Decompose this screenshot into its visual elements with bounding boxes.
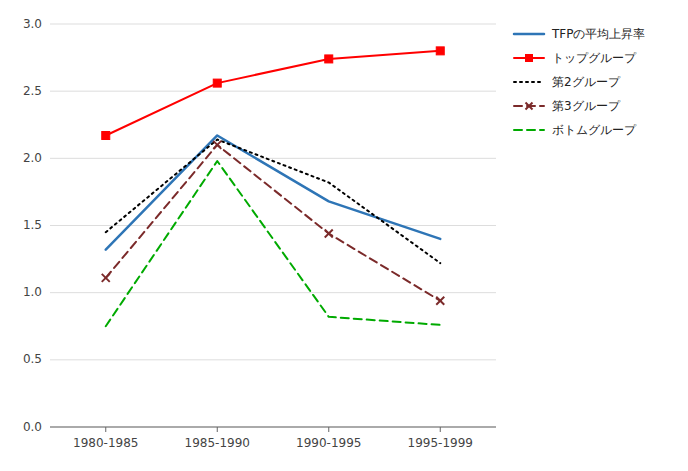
y-tick-label: 0.5 [23, 352, 42, 366]
series [102, 47, 445, 140]
x-tick [105, 427, 106, 432]
x-tick-label: 1990-1995 [296, 436, 361, 450]
point-marker [325, 55, 333, 63]
marker-stroke [436, 297, 444, 305]
grid-line [50, 359, 496, 360]
chart: 0.00.51.01.52.02.53.01980-19851985-19901… [0, 0, 688, 471]
legend-swatch [514, 81, 544, 83]
plot-area [102, 47, 445, 326]
grid-line [50, 427, 496, 428]
y-axis: 0.0 0.5 1.0 1.5 2.0 2.5 3.0 [23, 17, 42, 434]
grid-line [50, 225, 496, 226]
legend-label: 第3グループ [552, 99, 621, 113]
marker-stroke [325, 230, 333, 238]
marker-stroke [526, 103, 533, 110]
series-line [106, 135, 441, 249]
y-tick-label: 0.0 [23, 420, 42, 434]
marker-stroke [102, 274, 110, 282]
grid-line [50, 24, 496, 25]
x-tick [217, 427, 218, 432]
x-tick-label: 1985-1990 [185, 436, 250, 450]
point-marker [436, 297, 444, 305]
series [106, 140, 441, 264]
series-line [106, 140, 441, 264]
legend-item: 第3グループ [514, 99, 621, 113]
marker-stroke [526, 103, 533, 110]
y-tick-label: 1.5 [23, 218, 42, 232]
marker-stroke [102, 274, 110, 282]
series [106, 135, 441, 249]
point-marker [102, 131, 110, 139]
series [102, 141, 445, 305]
marker-stroke [436, 297, 444, 305]
point-marker [436, 47, 444, 55]
legend-swatch [514, 129, 544, 131]
legend: TFPの平均上昇率トップグループ第2グループ第3グループボトムグループ [514, 27, 645, 137]
marker-stroke [213, 141, 221, 149]
legend-item: トップグループ [514, 51, 637, 65]
y-grid [50, 24, 496, 427]
x-tick-label: 1980-1985 [73, 436, 138, 450]
y-tick-label: 1.0 [23, 285, 42, 299]
y-tick-label: 2.5 [23, 84, 42, 98]
legend-item: TFPの平均上昇率 [514, 27, 645, 41]
legend-label: TFPの平均上昇率 [551, 27, 645, 41]
legend-label: 第2グループ [552, 75, 621, 89]
x-tick [328, 427, 329, 432]
x-axis-line [50, 427, 496, 428]
series-line [106, 145, 441, 301]
grid-line [50, 91, 496, 92]
series [106, 161, 441, 326]
y-tick-label: 2.0 [23, 151, 42, 165]
point-marker [102, 274, 110, 282]
marker-stroke [213, 141, 221, 149]
legend-label: トップグループ [552, 51, 637, 65]
legend-marker [526, 55, 533, 62]
point-marker [325, 230, 333, 238]
marker-stroke [325, 230, 333, 238]
legend-item: ボトムグループ [514, 123, 637, 137]
legend-marker [526, 103, 533, 110]
x-tick [440, 427, 441, 432]
point-marker [213, 141, 221, 149]
legend-label: ボトムグループ [552, 123, 637, 137]
x-axis: 1980-1985 1985-1990 1990-1995 1995-1999 [50, 427, 496, 450]
y-tick-label: 3.0 [23, 17, 42, 31]
series-line [106, 161, 441, 326]
point-marker [213, 79, 221, 87]
legend-item: 第2グループ [514, 75, 621, 89]
legend-swatch [514, 33, 544, 36]
x-tick-label: 1995-1999 [408, 436, 473, 450]
grid-line [50, 158, 496, 159]
series-line [106, 51, 441, 136]
